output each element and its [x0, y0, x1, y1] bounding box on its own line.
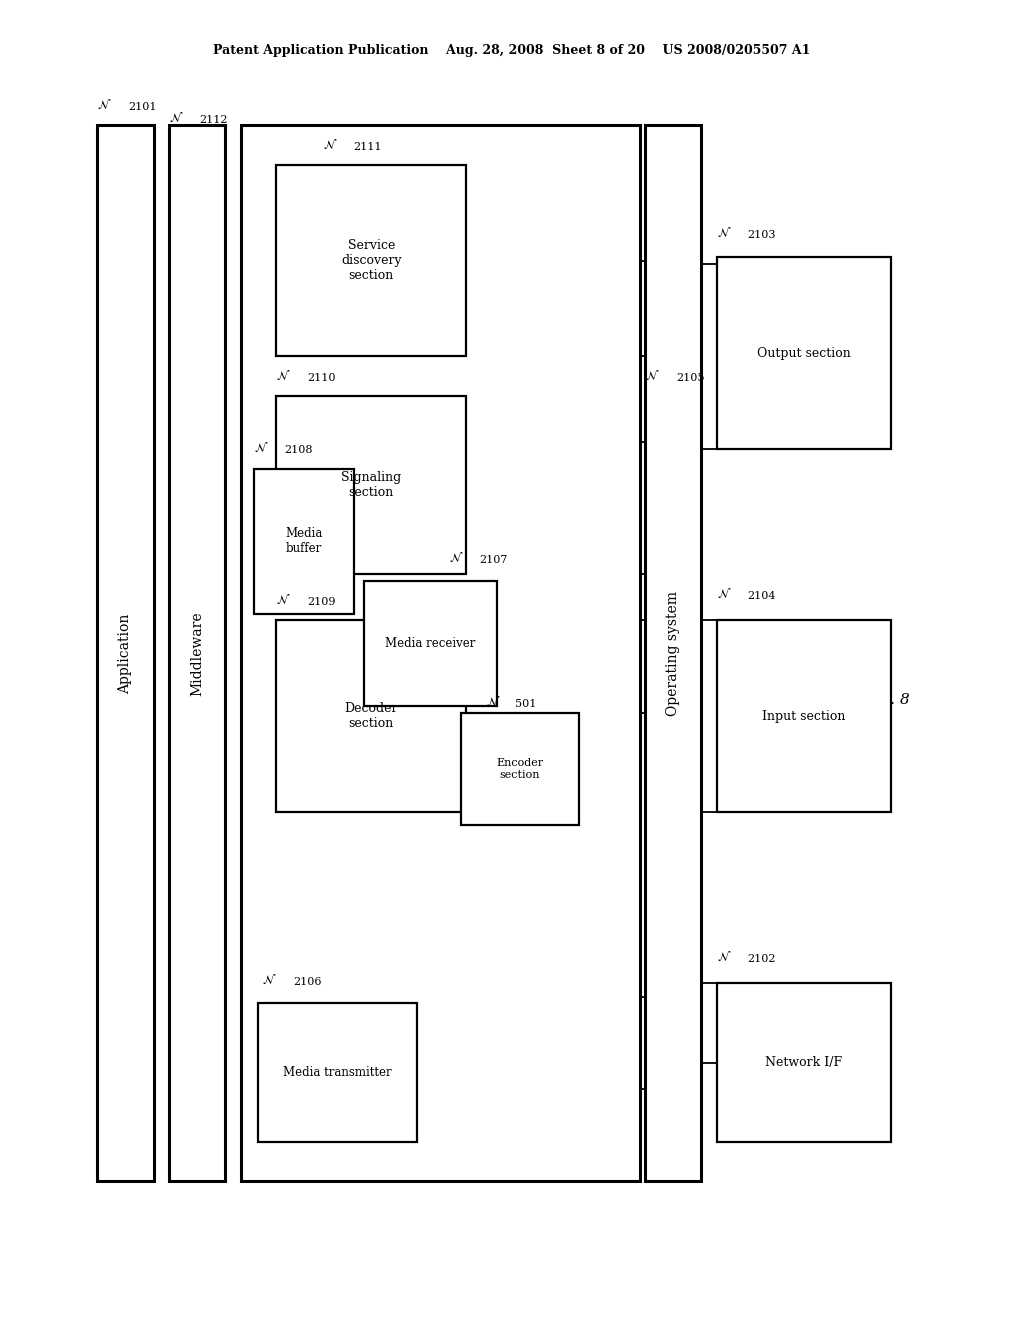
Text: Input section: Input section — [762, 710, 846, 722]
Text: $\mathcal{N}$: $\mathcal{N}$ — [323, 139, 337, 152]
Text: Patent Application Publication    Aug. 28, 2008  Sheet 8 of 20    US 2008/020550: Patent Application Publication Aug. 28, … — [213, 44, 811, 57]
Bar — [254, 469, 354, 614]
Bar — [276, 165, 466, 356]
Text: $\mathcal{N}$: $\mathcal{N}$ — [262, 974, 276, 987]
Text: $\mathcal{N}$: $\mathcal{N}$ — [717, 227, 731, 240]
Text: Middleware: Middleware — [190, 611, 204, 696]
Bar — [169, 125, 225, 1181]
Text: 2109: 2109 — [307, 597, 336, 607]
Bar — [645, 125, 701, 1181]
Text: 2101: 2101 — [128, 102, 157, 112]
Bar — [717, 620, 891, 812]
Text: Media transmitter: Media transmitter — [283, 1067, 392, 1078]
Text: 2108: 2108 — [285, 445, 313, 455]
Text: $\mathcal{N}$: $\mathcal{N}$ — [169, 112, 183, 125]
Text: Application: Application — [119, 614, 132, 693]
Bar — [276, 396, 466, 574]
Text: Encoder
section: Encoder section — [496, 758, 544, 780]
Text: Signaling
section: Signaling section — [341, 471, 401, 499]
Text: 2105: 2105 — [676, 372, 705, 383]
Bar — [276, 620, 466, 812]
Text: $\mathcal{N}$: $\mathcal{N}$ — [717, 950, 731, 964]
Bar — [241, 125, 640, 1181]
Text: 2110: 2110 — [307, 372, 336, 383]
Text: $\mathcal{N}$: $\mathcal{N}$ — [717, 587, 731, 601]
Text: 2106: 2106 — [293, 977, 322, 987]
Bar — [717, 257, 891, 449]
Text: $\mathcal{N}$: $\mathcal{N}$ — [276, 594, 291, 607]
Text: Decoder
section: Decoder section — [344, 702, 398, 730]
Text: 2111: 2111 — [353, 141, 382, 152]
Text: $\mathcal{N}$: $\mathcal{N}$ — [645, 370, 659, 383]
Text: Service
discovery
section: Service discovery section — [341, 239, 401, 282]
Text: Network I/F: Network I/F — [765, 1056, 843, 1069]
Text: Output section: Output section — [757, 347, 851, 359]
Text: $\mathcal{N}$: $\mathcal{N}$ — [97, 99, 112, 112]
Text: $\mathcal{N}$: $\mathcal{N}$ — [486, 696, 501, 709]
Text: 2103: 2103 — [748, 230, 776, 240]
Text: FIG. 8: FIG. 8 — [862, 693, 909, 706]
Text: $\mathcal{N}$: $\mathcal{N}$ — [449, 552, 463, 565]
Bar — [258, 1003, 417, 1142]
Text: 2102: 2102 — [748, 953, 776, 964]
Bar — [461, 713, 579, 825]
Text: 2107: 2107 — [479, 554, 508, 565]
Text: Media
buffer: Media buffer — [286, 527, 323, 556]
Text: 2104: 2104 — [748, 590, 776, 601]
Text: 501: 501 — [515, 698, 537, 709]
Text: 2112: 2112 — [200, 115, 228, 125]
Text: $\mathcal{N}$: $\mathcal{N}$ — [254, 442, 268, 455]
Bar — [97, 125, 154, 1181]
Text: Operating system: Operating system — [667, 591, 680, 715]
Text: Media receiver: Media receiver — [385, 638, 475, 649]
Bar — [364, 581, 497, 706]
Bar — [717, 983, 891, 1142]
Text: $\mathcal{N}$: $\mathcal{N}$ — [276, 370, 291, 383]
